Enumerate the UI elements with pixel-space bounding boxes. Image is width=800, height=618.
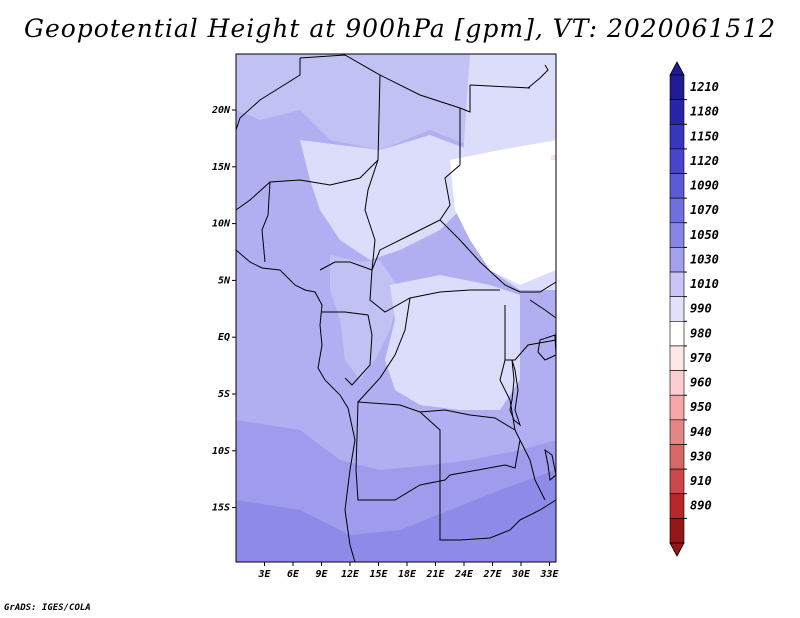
colorbar-swatch: [669, 493, 685, 519]
lon-label: 3E: [257, 569, 271, 580]
colorbar-swatch: [669, 271, 685, 297]
colorbar-swatch: [669, 222, 685, 248]
lon-label: 15E: [369, 569, 388, 580]
colorbar-label: 1050: [690, 228, 719, 242]
lon-label: 33E: [539, 569, 559, 580]
axis-ticks: [232, 109, 550, 566]
colorbar-swatch: [669, 123, 685, 150]
field-band: [236, 54, 520, 150]
border-line: [519, 439, 546, 501]
lon-label: 18E: [398, 569, 417, 580]
colorbar-label: 960: [690, 376, 712, 390]
lat-label: 10S: [212, 446, 230, 457]
colorbar-label: 1210: [690, 80, 719, 94]
border-line: [356, 297, 521, 441]
lon-label: 12E: [341, 569, 360, 580]
field-band: [385, 275, 520, 410]
lat-label: 5S: [218, 389, 230, 400]
border-line: [235, 74, 381, 211]
lon-label: 9E: [315, 569, 328, 580]
colorbar-label: 980: [690, 326, 712, 340]
colorbar-swatch: [669, 296, 685, 322]
border-line: [504, 305, 557, 361]
lat-label: 15S: [212, 503, 230, 514]
lat-label: 5N: [218, 275, 231, 286]
lat-label: EQ: [218, 332, 230, 343]
border-line: [355, 401, 521, 501]
border-line: [469, 84, 531, 89]
lon-label: 21E: [425, 569, 445, 580]
border-line: [319, 108, 461, 271]
latitude-labels: 20N 15N 10N 5N EQ 5S 10S 15S: [211, 105, 231, 514]
colorbar: 1210 1180 1150 1120 1090 1070 1050 1030 1010 990 9…: [669, 61, 719, 557]
colorbar-label: 910: [690, 474, 712, 488]
lon-label: 30E: [511, 569, 531, 580]
colorbar-arrow-top: [669, 61, 685, 76]
field-band: [551, 154, 556, 160]
colorbar-swatch: [669, 148, 685, 174]
colorbar-swatch: [669, 99, 685, 125]
colorbar-swatch: [669, 394, 685, 421]
colorbar-arrow-bottom: [669, 542, 685, 557]
colorbar-label: 930: [690, 449, 712, 463]
field-band: [300, 135, 470, 260]
border-line: [419, 411, 441, 480]
lat-label: 10N: [212, 219, 231, 230]
lat-label: 15N: [212, 162, 231, 173]
lon-label: 27E: [482, 569, 502, 580]
lat-label: 20N: [211, 105, 231, 116]
colorbar-label: 1180: [690, 105, 719, 119]
border-line: [439, 480, 557, 541]
lake-outline: [509, 359, 522, 427]
field-band: [330, 255, 400, 380]
colorbar-swatch: [669, 247, 685, 273]
colorbar-swatch: [669, 468, 685, 495]
colorbar-swatch: [669, 518, 685, 544]
colorbar-label: 1090: [690, 179, 719, 193]
colorbar-swatch: [669, 321, 685, 347]
border-line: [322, 311, 373, 386]
field-band: [450, 140, 556, 285]
border-line: [261, 181, 271, 263]
colorbar-swatch: [669, 173, 685, 199]
colorbar-swatch: [669, 345, 685, 371]
longitude-labels: 3E 6E 9E 12E 15E 18E 21E 24E 27E 30E 33E: [257, 569, 559, 580]
colorbar-label: 890: [690, 499, 712, 513]
colorbar-label: 950: [690, 400, 712, 414]
chart-title: Geopotential Height at 900hPa [gpm], VT:…: [23, 14, 777, 43]
border-line: [529, 299, 557, 319]
lon-label: 24E: [454, 569, 474, 580]
lake-outline: [537, 334, 557, 361]
border-line: [364, 159, 379, 271]
country-borders: [235, 54, 557, 563]
colorbar-swatch: [669, 74, 685, 100]
colorbar-label: 1010: [690, 277, 719, 291]
colorbar-swatch: [669, 419, 685, 445]
coastline: [527, 64, 549, 89]
border-line: [299, 54, 471, 113]
colorbar-label: 1030: [690, 252, 719, 266]
colorbar-label: 1070: [690, 203, 719, 217]
lon-label: 6E: [287, 569, 300, 580]
lake-outline: [544, 448, 557, 481]
height-field-shading: [236, 54, 556, 562]
colorbar-swatch: [669, 370, 685, 396]
coastline: [235, 249, 356, 563]
colorbar-label: 1150: [690, 129, 719, 143]
colorbar-swatch: [669, 444, 685, 470]
border-line: [439, 219, 557, 293]
colorbar-label: 970: [690, 351, 712, 365]
colorbar-label: 1120: [690, 154, 719, 168]
colorbar-swatch: [669, 197, 685, 224]
colorbar-label: 990: [690, 302, 712, 316]
footer-credit: GrADS: IGES/COLA: [4, 603, 91, 613]
colorbar-label: 940: [690, 425, 712, 439]
border-line: [235, 58, 301, 131]
map-frame: [235, 53, 557, 563]
